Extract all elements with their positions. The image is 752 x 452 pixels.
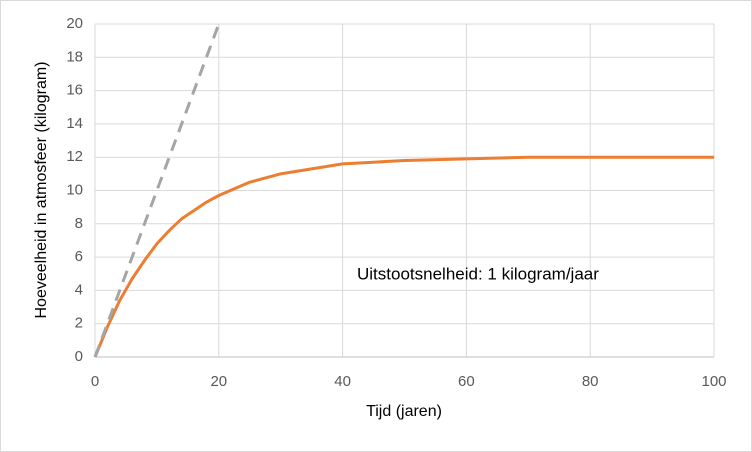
- annotation: Uitstootsnelheid: 1 kilogram/jaar: [357, 264, 599, 283]
- y-tick-label: 4: [75, 281, 83, 298]
- y-tick-label: 8: [75, 215, 83, 232]
- data-line: [93, 155, 714, 358]
- y-tick-label: 12: [66, 148, 83, 165]
- x-tick-label: 100: [701, 373, 726, 390]
- y-tick-label: 14: [66, 115, 83, 132]
- x-tick-label: 20: [210, 373, 227, 390]
- x-tick-label: 0: [91, 373, 99, 390]
- y-tick-label: 20: [66, 15, 83, 32]
- x-axis-title: Tijd (jaren): [366, 403, 442, 420]
- y-tick-label: 2: [75, 315, 83, 332]
- plot-area: 0 2 4 6 8 10 12 14 16 18 20 0 20 40 60 80 100: [66, 15, 726, 390]
- x-tick-label: 40: [334, 373, 351, 390]
- y-axis-title: Hoeveelheid in atmosfeer (kilogram): [33, 62, 50, 319]
- y-tick-label: 16: [66, 82, 83, 99]
- x-tick-label: 60: [458, 373, 475, 390]
- y-tick-label: 6: [75, 248, 83, 265]
- y-tick-label: 18: [66, 48, 83, 65]
- y-tick-label: 10: [66, 181, 83, 198]
- x-tick-label: 80: [582, 373, 599, 390]
- y-tick-label: 0: [75, 348, 83, 365]
